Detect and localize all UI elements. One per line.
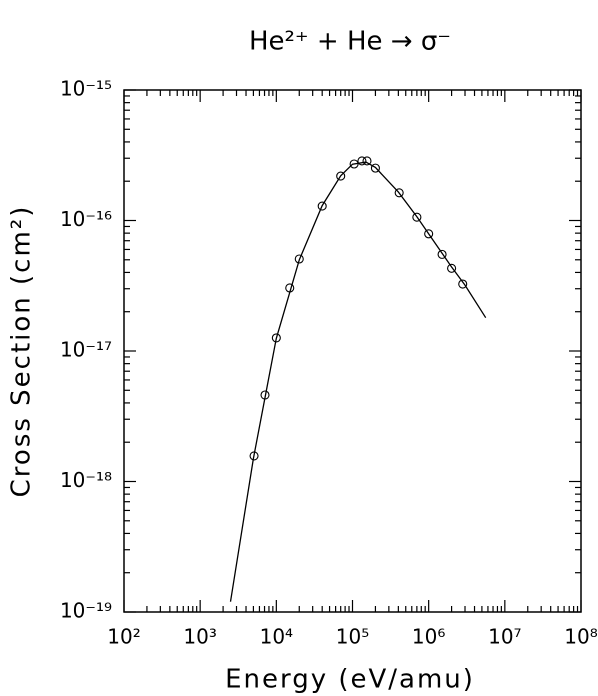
data-point (271, 333, 281, 343)
x-tick-label: 10⁶ (412, 625, 445, 649)
data-point (412, 212, 422, 222)
x-tick-label: 10³ (183, 625, 216, 649)
data-point (394, 188, 404, 198)
data-point (349, 159, 359, 169)
x-axis-label: Energy (eV/amu) (225, 665, 475, 695)
data-point (294, 254, 304, 264)
y-tick-label: 10⁻¹⁹ (60, 599, 112, 623)
data-point (362, 156, 372, 166)
chart-title: He²⁺ + He → σ⁻ (249, 27, 451, 57)
y-tick-label: 10⁻¹⁷ (60, 338, 112, 362)
x-tick-label: 10⁷ (488, 625, 521, 649)
data-point (447, 263, 457, 273)
data-point (336, 171, 346, 181)
data-point (437, 249, 447, 259)
data-point (317, 201, 327, 211)
y-tick-label: 10⁻¹⁶ (60, 207, 112, 231)
x-tick-label: 10⁵ (336, 625, 369, 649)
data-point (424, 229, 434, 239)
x-tick-label: 10⁸ (564, 625, 597, 649)
y-axis-label: Cross Section (cm²) (7, 205, 37, 498)
plot-frame (123, 89, 582, 613)
data-point (370, 163, 380, 173)
data-point (357, 156, 367, 166)
x-tick-label: 10⁴ (260, 625, 293, 649)
y-tick-label: 10⁻¹⁸ (60, 468, 112, 492)
data-point (458, 279, 468, 289)
y-tick-label: 10⁻¹⁵ (60, 77, 112, 101)
fit-line (229, 161, 487, 602)
x-tick-label: 10² (107, 625, 140, 649)
